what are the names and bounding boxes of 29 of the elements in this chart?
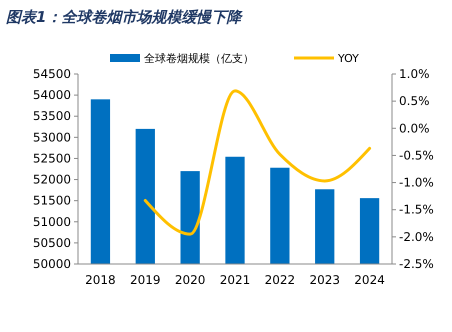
x-tick-label: 2022: [264, 273, 296, 287]
y2-tick-label: 0.5%: [399, 94, 430, 108]
x-tick-label: 2024: [354, 273, 385, 287]
y2-tick-label: -2.5%: [399, 257, 434, 271]
y-tick-label: 51000: [32, 214, 71, 229]
y2-tick-label: 1.0%: [399, 67, 430, 81]
y-tick-label: 53000: [32, 130, 71, 144]
legend-label: 全球卷烟规模（亿支）: [144, 52, 254, 65]
x-tick-label: 2019: [130, 273, 161, 287]
y2-tick-label: -1.0%: [399, 176, 434, 190]
legend-label: YOY: [337, 52, 360, 65]
y2-tick-label: 0.0%: [399, 121, 430, 136]
x-tick-label: 2023: [309, 273, 340, 287]
y-tick-label: 50500: [32, 236, 71, 250]
x-tick-label: 2020: [174, 273, 206, 287]
y-tick-label: 54500: [32, 67, 71, 81]
x-tick-label: 2018: [85, 273, 116, 287]
line-series: [144, 89, 372, 236]
y-tick-label: 52000: [32, 172, 71, 187]
y-tick-label: 54000: [32, 88, 71, 102]
x-tick-label: 2021: [220, 273, 250, 287]
chart-title: 图表1：全球卷烟市场规模缓慢下降: [6, 8, 244, 26]
y-tick-label: 52500: [32, 151, 71, 166]
y-tick-label: 50000: [32, 257, 71, 271]
y2-tick-label: -2.0%: [399, 230, 434, 244]
y2-tick-label: -1.5%: [399, 202, 434, 217]
y-tick-label: 53500: [32, 109, 71, 124]
y-tick-label: 51500: [32, 194, 71, 208]
y2-tick-label: -0.5%: [399, 148, 434, 162]
